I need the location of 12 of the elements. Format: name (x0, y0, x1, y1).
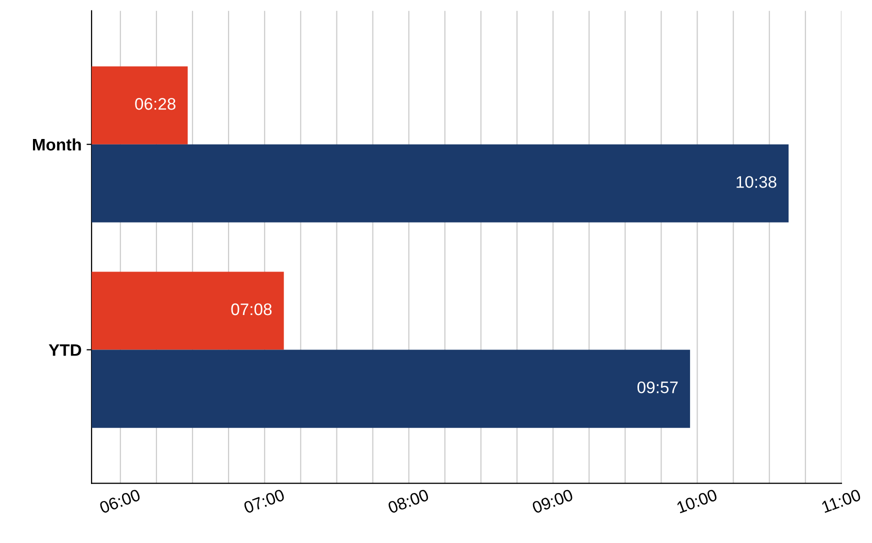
data-label: 09:57 (637, 381, 678, 394)
x-tick-label: 10:00 (676, 488, 718, 514)
data-label: 07:08 (231, 303, 272, 316)
x-tick-label: 07:00 (243, 488, 286, 514)
x-tick-label: 06:00 (98, 488, 141, 514)
x-tick-label: 08:00 (387, 488, 430, 514)
x-tick-label: 11:00 (821, 488, 862, 514)
y-tick-label: Month (32, 138, 81, 151)
y-tick-label: YTD (48, 344, 82, 356)
x-tick-label: 09:00 (532, 488, 574, 514)
data-label: 06:28 (135, 98, 176, 110)
data-label: 10:38 (736, 176, 776, 188)
